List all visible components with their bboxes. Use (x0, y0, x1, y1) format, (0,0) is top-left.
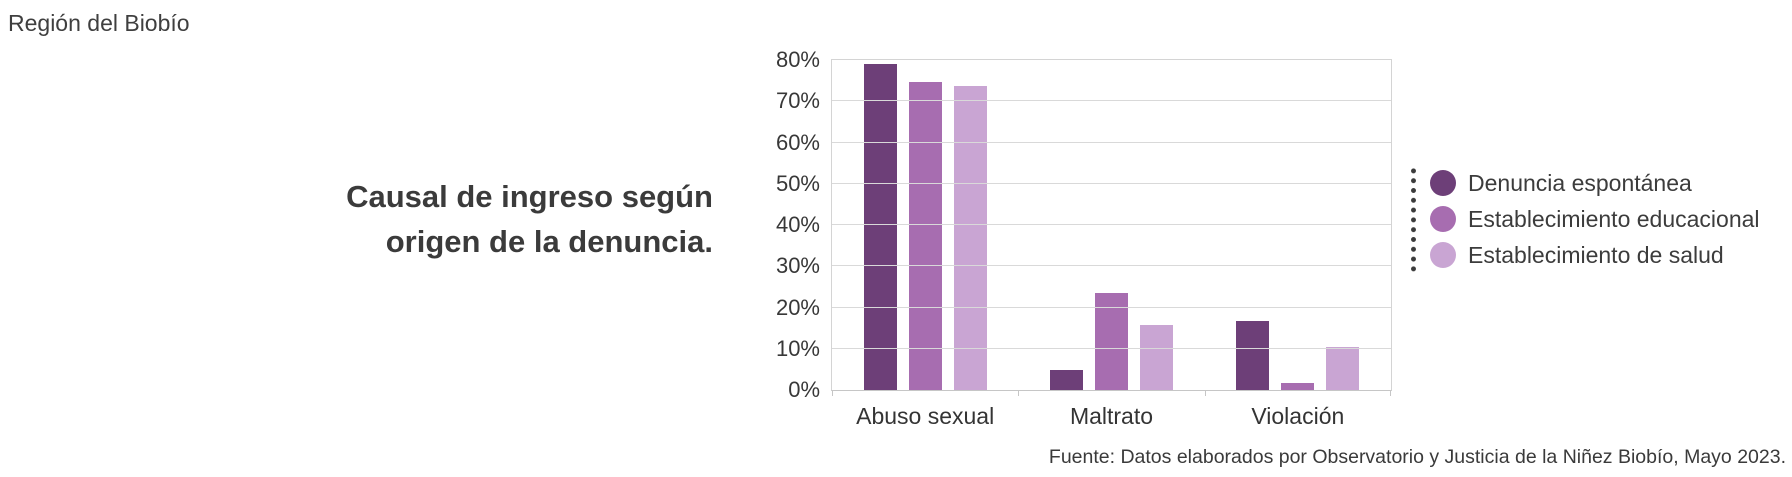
bar-establecimiento-de-salud-violacion (1326, 347, 1360, 390)
x-axis-tick (832, 390, 833, 396)
legend-item-denuncia-espontanea: Denuncia espontánea (1430, 165, 1760, 201)
bar-group-violacion (1205, 60, 1391, 390)
bar-establecimiento-educacional-violacion (1281, 382, 1315, 390)
x-axis-tick (1390, 390, 1391, 396)
legend-swatch-denuncia-espontanea (1430, 170, 1456, 196)
source-note: Fuente: Datos elaborados por Observatori… (1048, 446, 1786, 468)
chart-title: Causal de ingreso según origen de la den… (346, 174, 713, 264)
gridline-30 (832, 265, 1391, 267)
x-axis-label-abuso-sexual: Abuso sexual (856, 403, 995, 429)
region-label: Región del Biobío (8, 10, 190, 36)
bar-denuncia-espontanea-violacion (1236, 320, 1270, 390)
gridline-20 (832, 306, 1391, 308)
y-axis-label-70: 70% (775, 88, 820, 114)
y-axis-label-50: 50% (775, 170, 820, 196)
legend-swatch-establecimiento-educacional (1430, 206, 1456, 232)
x-axis-labels: Abuso sexual Maltrato Violación (832, 403, 1391, 430)
legend-label-establecimiento-de-salud: Establecimiento de salud (1468, 241, 1724, 268)
bar-groups (832, 60, 1391, 390)
plot-area: Abuso sexual Maltrato Violación 0% 10% 20% 30… (776, 47, 1392, 429)
y-axis-label-10: 10% (775, 335, 820, 361)
gridline-10 (832, 347, 1391, 349)
x-axis-tick (1018, 390, 1020, 396)
legend-label-denuncia-espontanea: Denuncia espontánea (1468, 169, 1692, 196)
x-axis-label-violacion: Violación (1251, 403, 1345, 429)
bar-establecimiento-de-salud-maltrato (1139, 324, 1173, 390)
bar-establecimiento-de-salud-abuso-sexual (953, 85, 987, 390)
legend-swatch-establecimiento-de-salud (1430, 242, 1456, 268)
bar-denuncia-espontanea-maltrato (1049, 370, 1083, 390)
legend-label-establecimiento-educacional: Establecimiento educacional (1468, 205, 1760, 232)
y-axis-label-60: 60% (775, 129, 820, 155)
gridline-60 (832, 141, 1391, 143)
y-axis-label-80: 80% (775, 47, 820, 72)
chart-title-line-2: origen de la denuncia. (385, 224, 713, 259)
legend-items: Denuncia espontánea Establecimiento educa… (1430, 165, 1760, 273)
gridline-50 (832, 182, 1391, 184)
y-axis-label-20: 20% (775, 294, 820, 320)
gridline-70 (832, 100, 1391, 102)
bar-group-maltrato (1018, 60, 1204, 390)
y-axis-label-40: 40% (775, 212, 820, 237)
bar-establecimiento-educacional-maltrato (1094, 293, 1128, 390)
bar-group-abuso-sexual (832, 60, 1018, 390)
y-axis-label-30: 30% (775, 253, 820, 279)
legend-item-establecimiento-educacional: Establecimiento educacional (1430, 201, 1760, 237)
legend: Denuncia espontánea Establecimiento educa… (1411, 165, 1760, 276)
x-axis-tick (1204, 390, 1206, 396)
x-axis-label-maltrato: Maltrato (1069, 403, 1154, 429)
legend-dotted-line (1411, 166, 1416, 276)
gridline-40 (832, 224, 1391, 225)
legend-item-establecimiento-de-salud: Establecimiento de salud (1430, 237, 1760, 273)
bar-establecimiento-educacional-abuso-sexual (908, 81, 942, 390)
chart-title-line-1: Causal de ingreso según (346, 179, 713, 214)
bar-denuncia-espontanea-abuso-sexual (863, 64, 897, 390)
y-axis-label-0: 0% (788, 377, 820, 402)
